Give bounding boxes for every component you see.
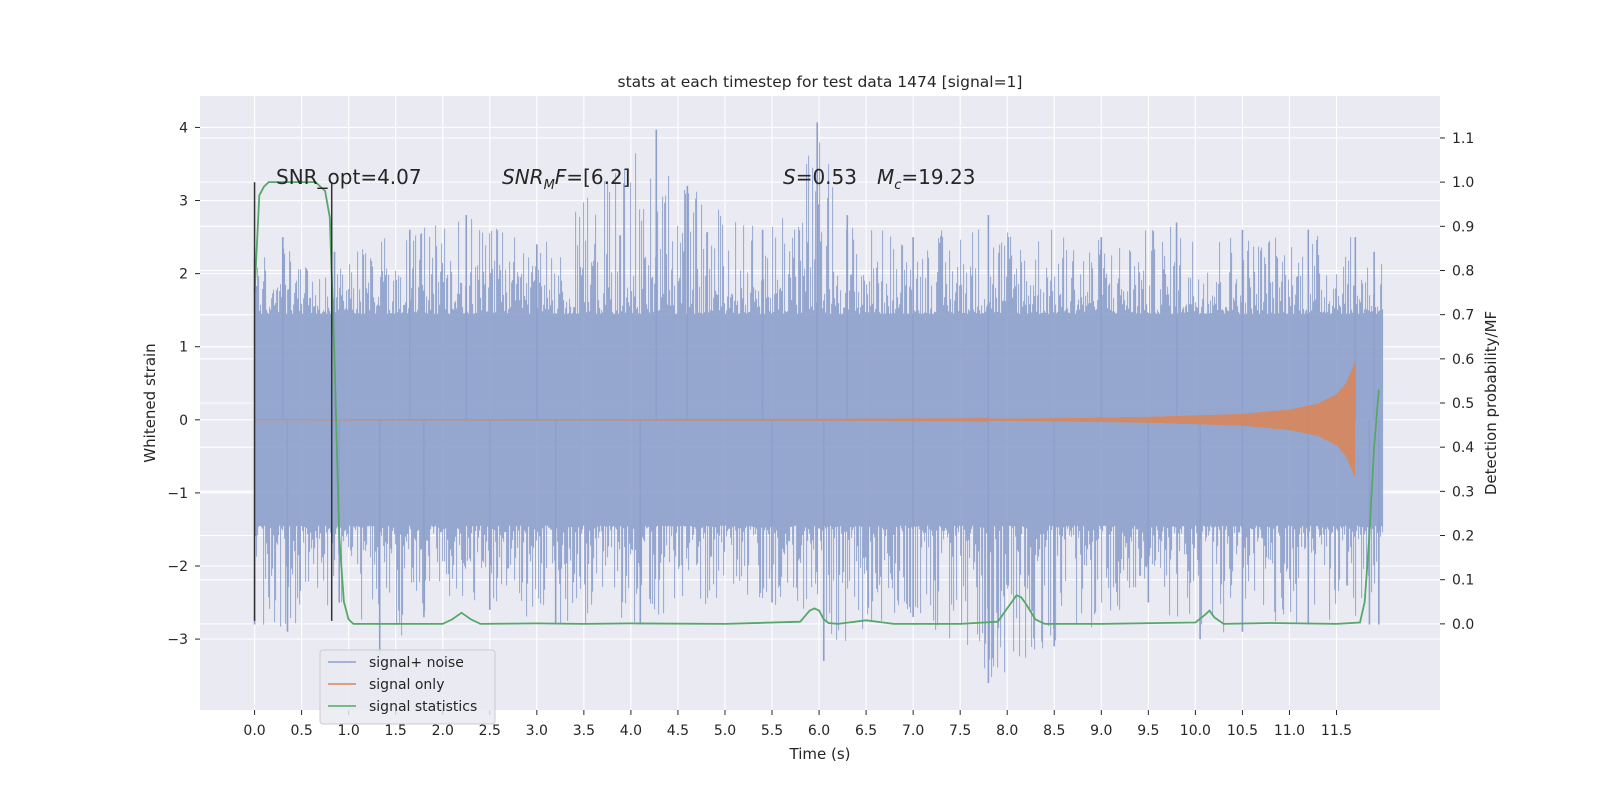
x-tick-label: 4.5 — [667, 723, 689, 739]
annotation-mc-value: =19.23 — [901, 165, 975, 189]
legend-label-stats: signal statistics — [369, 699, 477, 715]
y-axis-right-label: Detection probability/MF — [1482, 311, 1500, 495]
x-tick-label: 8.0 — [996, 723, 1018, 739]
x-tick-label: 6.0 — [808, 723, 830, 739]
x-tick-label: 1.0 — [338, 723, 360, 739]
y-left-tick-label: 3 — [179, 194, 188, 210]
legend-label-signal: signal only — [369, 677, 444, 693]
x-tick-label: 7.5 — [949, 723, 971, 739]
y-left-tick-label: −1 — [167, 486, 188, 502]
x-axis-ticks: 0.0 0.5 1.0 1.5 2.0 2.5 3.0 3.5 4.0 4.5 5.0 5.5 6.0 6… — [243, 710, 1352, 739]
chart-title: stats at each timestep for test data 147… — [618, 73, 1023, 91]
x-tick-label: 0.5 — [290, 723, 312, 739]
x-tick-label: 3.5 — [573, 723, 595, 739]
signal-trace — [254, 361, 1356, 477]
legend-box — [319, 649, 496, 725]
x-tick-label: 11.0 — [1274, 723, 1305, 739]
y-right-tick-label: 1.1 — [1452, 131, 1474, 147]
series-signal-statistics — [253, 181, 1380, 625]
y-right-tick-label: 0.9 — [1452, 219, 1474, 235]
y-right-tick-label: 0.1 — [1452, 573, 1474, 589]
x-tick-label: 8.5 — [1043, 723, 1065, 739]
y-left-tick-label: 4 — [179, 120, 188, 136]
y-right-tick-label: 0.8 — [1452, 263, 1474, 279]
x-tick-label: 0.0 — [243, 723, 265, 739]
y-right-tick-label: 0.0 — [1452, 617, 1474, 633]
y-right-tick-label: 1.0 — [1452, 175, 1474, 191]
x-tick-label: 11.5 — [1321, 723, 1352, 739]
x-tick-label: 1.5 — [385, 723, 407, 739]
x-axis-label: Time (s) — [789, 745, 851, 763]
annotation-s: S=0.53 — [783, 165, 857, 189]
x-tick-label: 7.0 — [902, 723, 924, 739]
x-tick-label: 9.0 — [1090, 723, 1112, 739]
x-tick-label: 4.0 — [620, 723, 642, 739]
y-left-tick-label: −2 — [167, 559, 188, 575]
x-tick-label: 2.5 — [479, 723, 501, 739]
x-tick-label: 5.0 — [714, 723, 736, 739]
y-left-tick-label: 1 — [179, 340, 188, 356]
annotation-snr-mf-value: =[6.2] — [566, 165, 630, 189]
x-tick-label: 9.5 — [1137, 723, 1159, 739]
y-right-tick-label: 0.2 — [1452, 529, 1474, 545]
y-right-tick-label: 0.3 — [1452, 484, 1474, 500]
x-tick-label: 10.5 — [1227, 723, 1258, 739]
x-tick-label: 2.0 — [432, 723, 454, 739]
x-tick-label: 10.0 — [1180, 723, 1211, 739]
annotation-snr-mf: SNRMF=[6.2] — [502, 165, 630, 193]
annotation-s-value: =0.53 — [796, 165, 857, 189]
legend: signal+ noise signal only signal statist… — [319, 649, 496, 725]
x-tick-label: 5.5 — [761, 723, 783, 739]
stats-line — [253, 181, 1380, 625]
y-right-tick-label: 0.6 — [1452, 352, 1474, 368]
annotation-mc: Mc=19.23 — [877, 165, 975, 193]
series-signal-only — [254, 361, 1356, 477]
y-left-tick-label: 0 — [179, 413, 188, 429]
legend-label-noise: signal+ noise — [369, 655, 464, 671]
y-left-tick-label: 2 — [179, 267, 188, 283]
y-right-tick-label: 0.5 — [1452, 396, 1474, 412]
y-axis-left-label: Whitened strain — [141, 343, 159, 462]
y-right-tick-label: 0.7 — [1452, 308, 1474, 324]
y-axis-right-ticks: 1.1 1.0 0.9 0.8 0.7 0.6 0.5 0.4 0.3 0.2 0.1 0.0 — [1440, 131, 1474, 633]
y-left-tick-label: −3 — [167, 632, 188, 648]
annotation-snr-opt: SNR_opt=4.07 — [276, 165, 422, 189]
x-tick-label: 3.0 — [526, 723, 548, 739]
signal-window-markers — [253, 182, 333, 621]
x-tick-label: 6.5 — [855, 723, 877, 739]
y-axis-left-ticks: 4 3 2 1 0 −1 −2 −3 — [167, 120, 200, 648]
y-right-tick-label: 0.4 — [1452, 440, 1474, 456]
